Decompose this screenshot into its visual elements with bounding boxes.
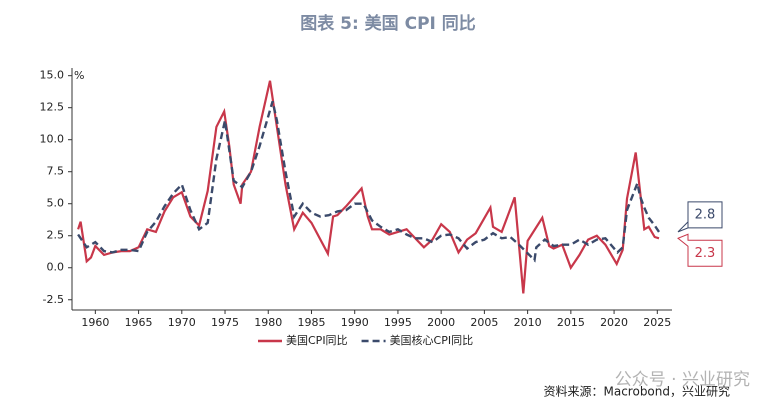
line — [77, 80, 660, 294]
y-tick-label: 2.5 — [47, 229, 65, 242]
x-tick-label: 2020 — [600, 316, 628, 329]
y-unit: % — [74, 69, 84, 82]
y-tick-label: 7.5 — [47, 165, 65, 178]
x-tick-label: 2005 — [470, 316, 498, 329]
x-tick-label: 1990 — [341, 316, 369, 329]
end-label: 2.3 — [695, 246, 716, 261]
x-tick-label: 1970 — [168, 316, 196, 329]
watermark: 公众号 · 兴业研究 — [615, 370, 750, 390]
x-tick-label: 2015 — [557, 316, 585, 329]
y-tick-label: -2.5 — [43, 293, 64, 306]
x-tick-label: 1965 — [125, 316, 153, 329]
end-label: 2.8 — [695, 207, 716, 222]
y-tick-label: 5.0 — [47, 197, 65, 210]
y-tick-label: 12.5 — [40, 101, 65, 114]
legend-label: 美国核心CPI同比 — [390, 333, 474, 347]
x-tick-label: 2025 — [643, 316, 671, 329]
line — [77, 100, 660, 263]
legend-label: 美国CPI同比 — [286, 334, 348, 347]
x-tick-label: 1995 — [384, 316, 412, 329]
source: 资料来源：Macrobond，兴业研究 — [544, 384, 731, 399]
x-tick-label: 1985 — [297, 316, 325, 329]
x-tick-label: 2010 — [514, 316, 542, 329]
x-tick-label: 1980 — [254, 316, 282, 329]
y-tick-label: 15.0 — [40, 69, 65, 82]
callout-box — [677, 233, 723, 267]
chart-title: 图表 5: 美国 CPI 同比 — [300, 13, 476, 34]
y-tick-label: 0.0 — [47, 261, 65, 274]
x-tick-label: 1960 — [81, 316, 109, 329]
callout-box — [677, 201, 723, 233]
x-tick-label: 2000 — [427, 316, 455, 329]
y-tick-label: 10.0 — [40, 133, 65, 146]
x-tick-label: 1975 — [211, 316, 239, 329]
